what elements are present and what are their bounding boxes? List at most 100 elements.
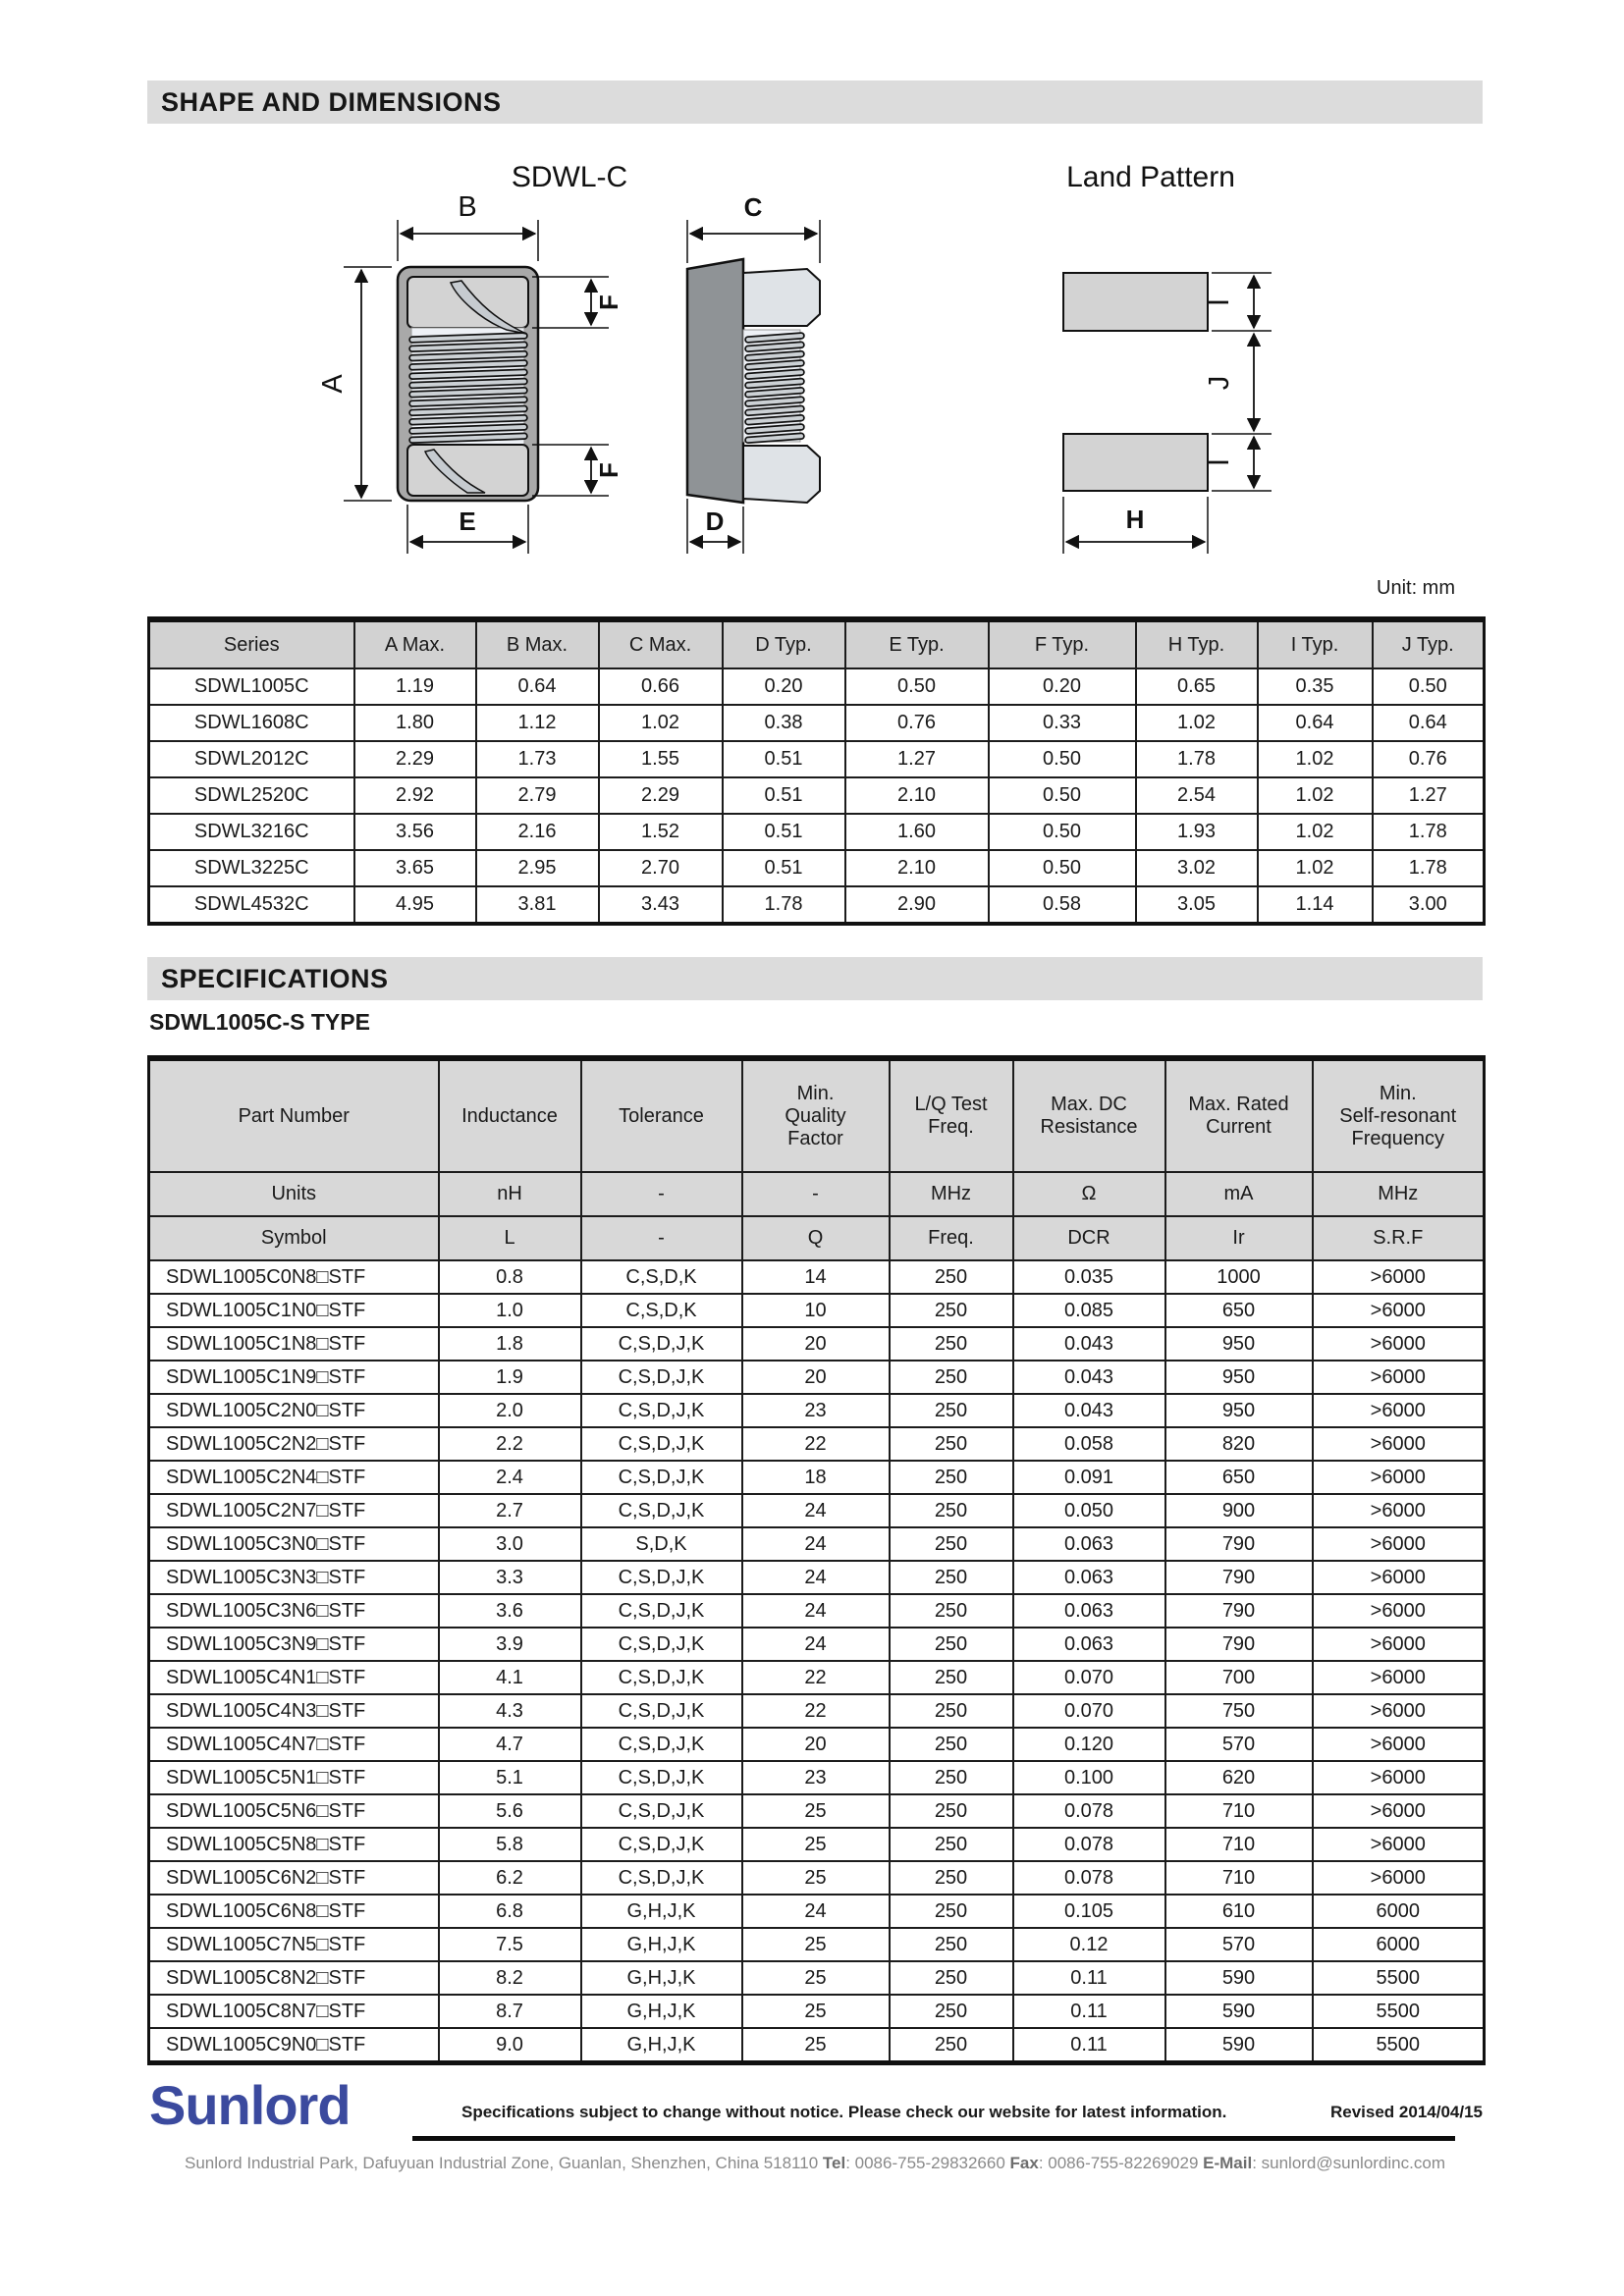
table-cell: - [579,1215,743,1261]
table-cell: 3.6 [437,1593,582,1629]
table-cell: L [437,1215,582,1261]
email-value: : sunlord@sunlordinc.com [1252,2154,1445,2172]
col-header-part-number: Part Number [147,1057,440,1173]
table-cell: 250 [888,1727,1014,1762]
table-cell: >6000 [1311,1493,1486,1528]
table-cell: G,H,J,K [579,1960,743,1996]
table-cell: SDWL3216C [147,813,355,851]
table-cell: C,S,D,J,K [579,1693,743,1729]
table-cell: 1.93 [1134,813,1259,851]
table-cell: G,H,J,K [579,2027,743,2064]
table-cell: 950 [1164,1326,1314,1362]
table-cell: SDWL1005C0N8□STF [147,1259,440,1295]
table-cell: 0.063 [1011,1593,1166,1629]
table-cell: 6000 [1311,1894,1486,1929]
table-cell: SDWL1005C4N1□STF [147,1660,440,1695]
table-cell: 250 [888,1326,1014,1362]
table-cell: SDWL1005C3N3□STF [147,1560,440,1595]
table-cell: 20 [740,1360,891,1395]
shape-dimension-diagram: SDWL-C Land Pattern B A F [317,161,1272,554]
table-row: SDWL1005C3N3□STF 3.3 C,S,D,J,K 24 250 0.063 79… [147,1560,1486,1595]
table-cell: 0.20 [721,667,846,706]
table-cell: 0.078 [1011,1793,1166,1829]
table-cell: 250 [888,1360,1014,1395]
dimensions-table-body: SDWL1005C 1.19 0.64 0.66 0.20 0.50 0.20 0.65 0.3… [147,667,1486,925]
table-cell: 250 [888,2027,1014,2064]
table-cell: C,S,D,J,K [579,1460,743,1495]
table-row: SDWL1005C2N7□STF 2.7 C,S,D,J,K 24 250 0.050 90… [147,1493,1486,1528]
col-header-j-typ: J Typ. [1371,618,1486,669]
table-row: SDWL2012C 2.29 1.73 1.55 0.51 1.27 0.50 1.78 1.0… [147,740,1486,778]
table-row: SDWL1005C5N1□STF 5.1 C,S,D,J,K 23 250 0.100 62… [147,1760,1486,1795]
col-header-c-max: C Max. [597,618,724,669]
table-cell: 5500 [1311,2027,1486,2064]
address-text: Sunlord Industrial Park, Dafuyuan Indust… [185,2154,823,2172]
table-cell: 1.78 [1371,813,1486,851]
table-cell: 250 [888,1960,1014,1996]
table-cell: >6000 [1311,1627,1486,1662]
table-cell: C,S,D,J,K [579,1360,743,1395]
table-cell: 1.27 [843,740,990,778]
table-cell: SDWL1005C5N6□STF [147,1793,440,1829]
land-pad-bottom [1062,433,1209,492]
table-cell: C,S,D,J,K [579,1860,743,1896]
table-cell: 0.085 [1011,1293,1166,1328]
table-cell: 6.2 [437,1860,582,1896]
table-row: SDWL1005C1N8□STF 1.8 C,S,D,J,K 20 250 0.043 95… [147,1326,1486,1362]
table-cell: SDWL1005C6N2□STF [147,1860,440,1896]
table-cell: 2.29 [352,740,477,778]
table-cell: 710 [1164,1860,1314,1896]
table-cell: 0.070 [1011,1660,1166,1695]
table-cell: 250 [888,1627,1014,1662]
table-row: SDWL1005C 1.19 0.64 0.66 0.20 0.50 0.20 0.65 0.3… [147,667,1486,706]
table-cell: 3.81 [474,885,600,925]
table-cell: G,H,J,K [579,1994,743,2029]
table-cell: 8.7 [437,1994,582,2029]
table-cell: 590 [1164,1960,1314,1996]
table-cell: S.R.F [1311,1215,1486,1261]
dim-label-C: C [744,192,763,222]
tel-label: Tel [822,2154,846,2172]
table-cell: 570 [1164,1727,1314,1762]
table-cell: >6000 [1311,1526,1486,1562]
table-cell: 0.100 [1011,1760,1166,1795]
table-cell: C,S,D,J,K [579,1326,743,1362]
coil-winding-front [408,332,528,445]
land-pattern-title: Land Pattern [1066,161,1235,193]
table-cell: C,S,D,J,K [579,1660,743,1695]
table-cell: - [740,1171,891,1217]
table-cell: 0.120 [1011,1727,1166,1762]
table-cell: Symbol [147,1215,440,1261]
table-cell: 0.33 [987,704,1137,742]
col-header-min-self-resonant-frequency: Min. Self-resonant Frequency [1311,1057,1486,1173]
table-cell: 900 [1164,1493,1314,1528]
table-cell: 24 [740,1560,891,1595]
unit-note: Unit: mm [1377,577,1455,599]
table-cell: 250 [888,1994,1014,2029]
table-cell: 5500 [1311,1960,1486,1996]
table-cell: >6000 [1311,1326,1486,1362]
table-cell: 1.9 [437,1360,582,1395]
table-cell: 3.02 [1134,849,1259,887]
table-cell: 250 [888,1793,1014,1829]
table-cell: 1.12 [474,704,600,742]
section-title-shape-and-dimensions: SHAPE AND DIMENSIONS [147,80,1483,124]
table-cell: DCR [1011,1215,1166,1261]
table-cell: 3.43 [597,885,724,925]
table-cell: C,S,D,J,K [579,1493,743,1528]
table-cell: 250 [888,1293,1014,1328]
table-cell: 0.51 [721,849,846,887]
table-cell: 750 [1164,1693,1314,1729]
table-cell: SDWL3225C [147,849,355,887]
table-cell: 10 [740,1293,891,1328]
table-row: SDWL1005C2N2□STF 2.2 C,S,D,J,K 22 250 0.058 82… [147,1426,1486,1462]
table-cell: SDWL1005C7N5□STF [147,1927,440,1962]
table-cell: 0.091 [1011,1460,1166,1495]
table-cell: C,S,D,J,K [579,1793,743,1829]
table-cell: 1.80 [352,704,477,742]
side-view-drawing: C D [685,192,821,554]
table-cell: C,S,D,J,K [579,1426,743,1462]
table-cell: 18 [740,1460,891,1495]
table-cell: 24 [740,1894,891,1929]
